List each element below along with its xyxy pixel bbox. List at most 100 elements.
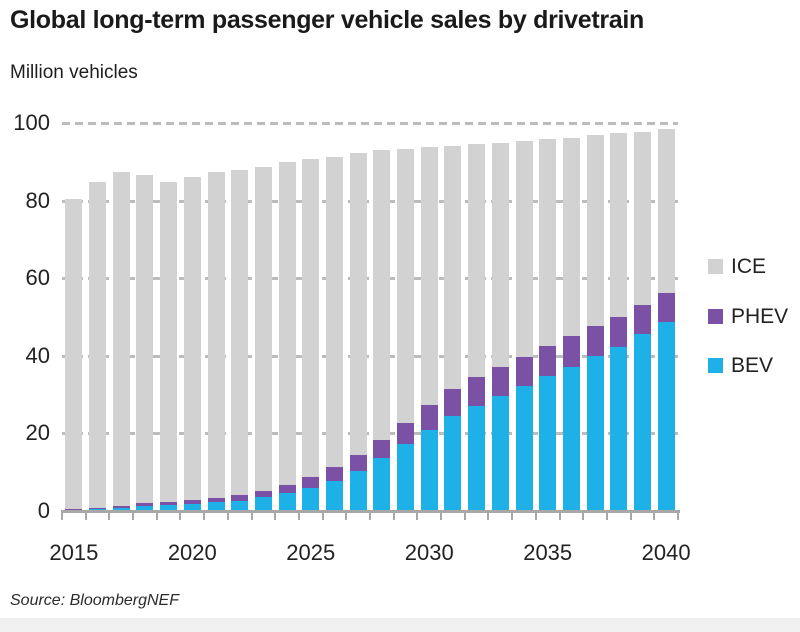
bar-segment-bev	[444, 416, 462, 511]
bar-segment-bev	[160, 505, 178, 511]
axis-tick	[511, 513, 514, 520]
axis-tick	[61, 513, 63, 520]
bar-segment-phev	[325, 467, 343, 481]
bar-segment-phev	[160, 502, 178, 506]
bar-segment-ice	[657, 129, 675, 294]
bar-segment-ice	[397, 149, 415, 424]
bar-segment-ice	[562, 138, 580, 337]
bar-segment-ice	[231, 169, 249, 496]
bar-segment-ice	[183, 176, 201, 501]
axis-tick	[487, 513, 490, 520]
bar-segment-ice	[136, 175, 154, 504]
bar-segment-bev	[278, 493, 296, 511]
bar-segment-ice	[65, 199, 83, 510]
legend-label: BEV	[731, 354, 774, 377]
bar-segment-phev	[112, 506, 130, 508]
axis-tick	[440, 513, 443, 520]
axis-tick	[392, 513, 395, 520]
bar-segment-ice	[112, 172, 130, 507]
axis-tick	[345, 513, 348, 520]
bar-segment-phev	[562, 336, 580, 367]
bar-segment-bev	[539, 376, 557, 511]
x-axis-label: 2020	[167, 540, 217, 565]
bar-segment-phev	[231, 495, 249, 501]
legend-swatch-phev	[708, 309, 723, 324]
bar-segment-ice	[349, 152, 367, 455]
x-axis-label: 2040	[641, 540, 691, 565]
bar-segment-bev	[373, 457, 391, 511]
bar-segment-ice	[586, 135, 604, 327]
bar-segment-bev	[633, 333, 651, 511]
axis-tick	[369, 513, 371, 520]
bar-segment-phev	[183, 500, 201, 505]
axis-tick	[155, 513, 158, 520]
bar-segment-bev	[254, 497, 272, 511]
axis-tick	[203, 513, 206, 520]
bar-segment-ice	[468, 143, 486, 378]
x-axis-label: 2030	[404, 540, 454, 565]
bar-segment-phev	[491, 366, 509, 397]
y-axis-label: 100	[13, 110, 50, 135]
y-axis-label: 60	[25, 265, 50, 291]
axis-tick	[605, 513, 608, 520]
axis-tick	[677, 513, 679, 520]
bar-segment-phev	[207, 497, 225, 503]
bar-segment-bev	[136, 505, 154, 511]
axis-tick	[226, 513, 229, 520]
x-axis-label: 2025	[286, 540, 336, 565]
bar-segment-phev	[657, 293, 675, 322]
chart-title: Global long-term passenger vehicle sales…	[10, 6, 645, 34]
bar-segment-bev	[491, 396, 509, 511]
y-axis-label: 20	[25, 420, 50, 446]
bar-segment-phev	[65, 509, 83, 511]
bar-segment-bev	[468, 405, 486, 511]
legend-swatch-ice	[708, 259, 723, 274]
source-note: Source: BloombergNEF	[10, 592, 179, 609]
axis-tick	[463, 513, 466, 520]
axis-tick	[321, 513, 324, 520]
bar-segment-bev	[112, 507, 130, 511]
gridline	[62, 277, 678, 281]
bar-segment-bev	[231, 500, 249, 511]
bar-segment-ice	[278, 162, 296, 486]
bar-segment-bev	[325, 480, 343, 511]
bar-segment-ice	[325, 157, 343, 468]
axis-tick	[179, 513, 182, 520]
axis-tick	[132, 513, 135, 520]
plot-area	[62, 122, 678, 511]
bar-segment-bev	[207, 502, 225, 511]
gridline	[62, 354, 678, 358]
bar-segment-phev	[539, 346, 557, 377]
axis-tick	[558, 513, 561, 520]
bar-segment-ice	[633, 131, 651, 305]
bar-segment-phev	[254, 490, 272, 498]
bar-segment-bev	[183, 504, 201, 511]
bar-segment-ice	[539, 138, 557, 347]
axis-tick	[297, 513, 300, 520]
x-axis-label: 2015	[49, 540, 99, 565]
bar-segment-bev	[420, 429, 438, 511]
bar-segment-phev	[444, 389, 462, 417]
bar-segment-ice	[160, 181, 178, 503]
bar-segment-bev	[586, 356, 604, 511]
legend-label: PHEV	[731, 305, 789, 328]
bar-segment-ice	[420, 147, 438, 405]
bar-segment-phev	[278, 485, 296, 494]
bar-segment-ice	[254, 166, 272, 491]
y-axis-label: 80	[25, 187, 50, 213]
bar-segment-bev	[397, 444, 415, 511]
axis-tick	[274, 513, 277, 520]
bar-segment-phev	[610, 317, 628, 347]
gridline	[62, 432, 678, 436]
bar-segment-bev	[349, 471, 367, 511]
bar-segment-bev	[302, 487, 320, 511]
bar-segment-phev	[349, 454, 367, 472]
bar-segment-phev	[302, 477, 320, 488]
bar-segment-phev	[633, 304, 651, 334]
bar-segment-ice	[207, 171, 225, 498]
bar-segment-ice	[515, 140, 533, 357]
axis-tick	[653, 513, 656, 520]
legend-label: ICE	[731, 255, 767, 278]
bar-segment-bev	[610, 346, 628, 511]
